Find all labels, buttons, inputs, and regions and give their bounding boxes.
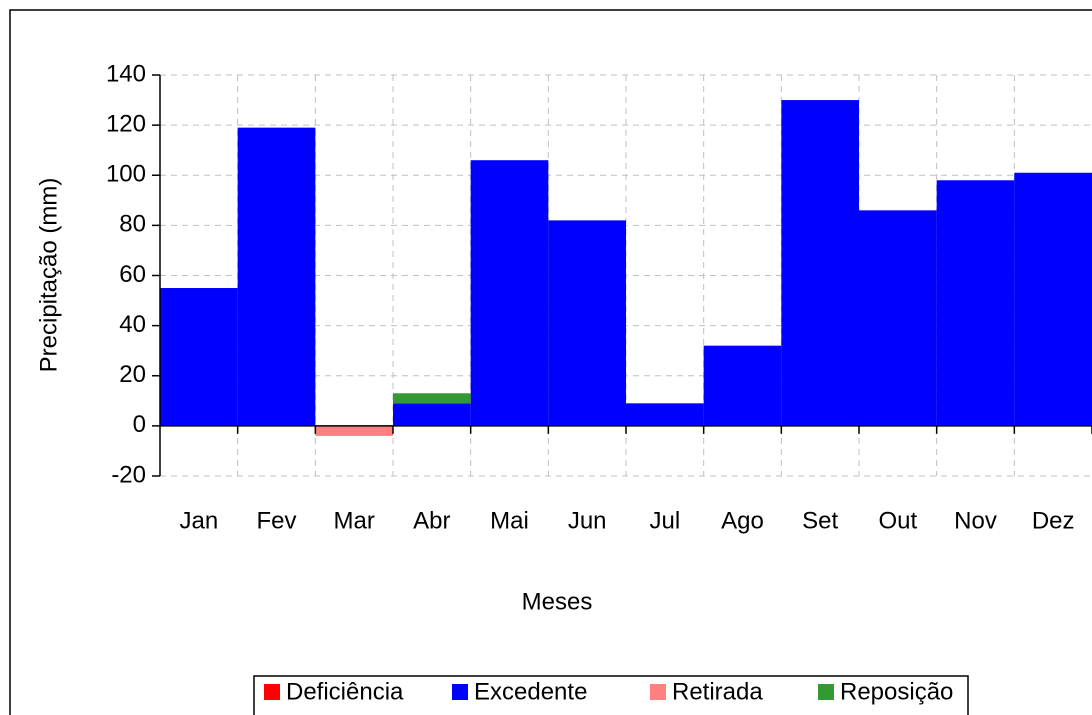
- legend-box: [253, 675, 969, 715]
- bar: [548, 220, 626, 426]
- bar: [393, 403, 471, 426]
- x-tick-label: Fev: [256, 507, 296, 534]
- x-tick-label: Jul: [649, 507, 680, 534]
- bar: [160, 288, 238, 426]
- x-tick-label: Abr: [413, 507, 450, 534]
- y-tick-label: 100: [106, 161, 146, 188]
- y-tick-label: 140: [106, 60, 146, 87]
- legend-swatch: [818, 684, 834, 700]
- y-tick-label: 20: [119, 361, 146, 388]
- legend-label: Reposição: [840, 678, 953, 705]
- x-tick-label: Ago: [721, 507, 764, 534]
- bar: [393, 393, 471, 404]
- x-axis-title: Meses: [522, 588, 593, 615]
- x-tick-label: Jan: [179, 507, 218, 534]
- bar: [237, 127, 316, 426]
- legend-label: Deficiência: [286, 678, 404, 705]
- bar: [859, 210, 937, 426]
- bar: [1014, 172, 1092, 426]
- y-tick-label: -20: [111, 461, 146, 488]
- x-tick-label: Set: [802, 507, 838, 534]
- bar: [315, 425, 393, 436]
- y-tick-label: 80: [119, 211, 146, 238]
- x-tick-label: Jun: [568, 507, 607, 534]
- legend-swatch: [452, 684, 468, 700]
- bar: [781, 100, 859, 426]
- legend-swatch: [264, 684, 280, 700]
- x-tick-label: Mar: [333, 507, 374, 534]
- bar: [936, 180, 1015, 426]
- y-tick-label: 0: [133, 411, 146, 438]
- y-tick-label: 120: [106, 110, 146, 137]
- bar: [626, 403, 704, 426]
- bar: [470, 160, 549, 426]
- x-tick-label: Out: [878, 507, 917, 534]
- x-tick-label: Nov: [954, 507, 997, 534]
- legend-label: Excedente: [474, 678, 587, 705]
- y-tick-label: 60: [119, 261, 146, 288]
- x-tick-label: Mai: [490, 507, 529, 534]
- legend-swatch: [650, 684, 666, 700]
- bar: [703, 345, 782, 426]
- x-tick-label: Dez: [1032, 507, 1075, 534]
- legend-label: Retirada: [672, 678, 763, 705]
- y-tick-label: 40: [119, 311, 146, 338]
- plot-area: -20 0 20 40 60 80 100 120 140 Jan Fev Mar Abr Mai Jun J…: [106, 60, 1092, 534]
- y-axis-title: Precipitação (mm): [35, 178, 62, 373]
- legend: Deficiência Excedente Retirada Reposição: [264, 678, 953, 705]
